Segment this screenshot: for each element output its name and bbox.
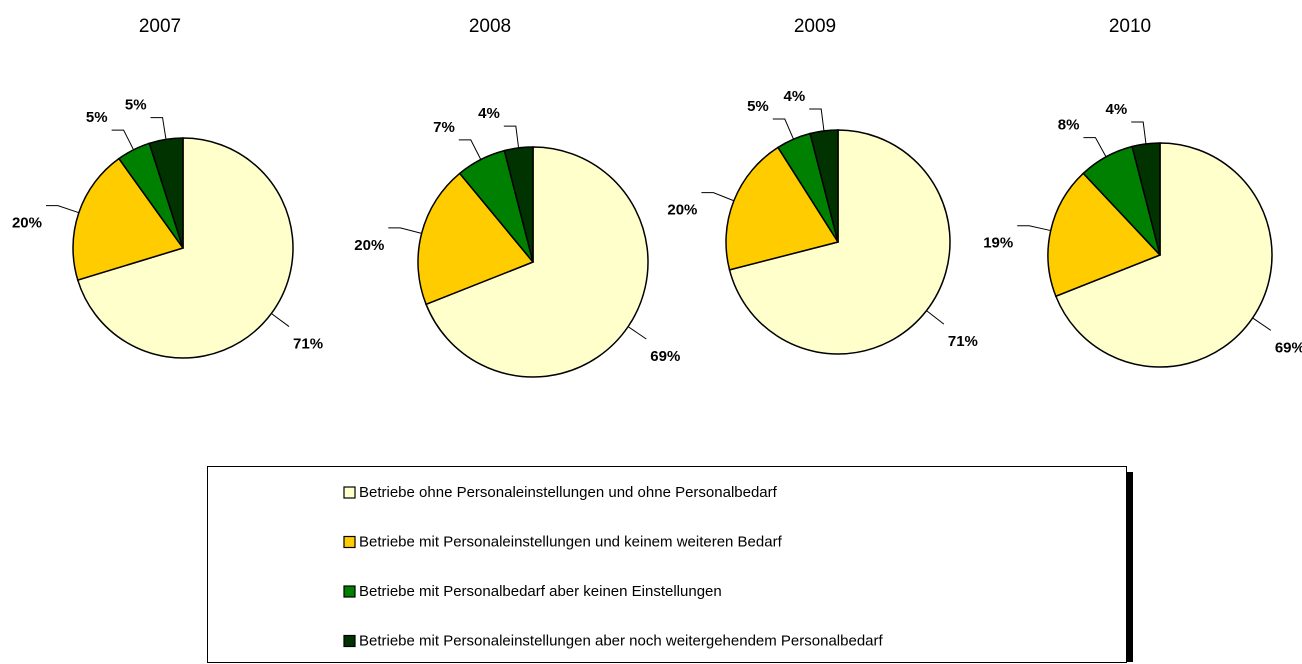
pie-slice <box>417 172 535 306</box>
value-label: 4% <box>478 105 500 122</box>
value-label: 20% <box>667 202 697 219</box>
leader-line <box>458 139 482 160</box>
value-label: 69% <box>1275 339 1302 356</box>
value-label: 20% <box>354 237 384 254</box>
legend-label: Betriebe ohne Personaleinstellungen und … <box>359 484 778 501</box>
pie-slice <box>728 129 951 355</box>
pie-slice <box>1054 142 1273 368</box>
legend-swatch <box>343 634 356 648</box>
leader-line <box>1017 225 1051 232</box>
value-label: 4% <box>1106 101 1128 118</box>
value-label: 71% <box>293 336 323 353</box>
pie-slice <box>1131 142 1161 256</box>
pie-title: 2008 <box>469 16 511 37</box>
leader-line <box>1083 137 1107 158</box>
value-label: 7% <box>433 119 455 136</box>
leader-line <box>271 313 290 327</box>
leader-line <box>503 125 520 148</box>
pie-slice <box>76 137 294 359</box>
leader-line <box>45 205 79 214</box>
value-label: 19% <box>983 235 1013 252</box>
leader-line <box>926 310 945 325</box>
leader-line <box>111 129 134 150</box>
leader-line <box>809 108 825 131</box>
pie-title: 2010 <box>1109 16 1151 37</box>
value-label: 71% <box>948 333 978 350</box>
value-label: 5% <box>747 98 769 115</box>
value-label: 20% <box>12 215 42 232</box>
legend-swatch <box>343 585 356 598</box>
leader-line <box>772 118 794 140</box>
leader-line <box>388 227 422 234</box>
value-label: 5% <box>86 109 108 126</box>
leader-line <box>1252 317 1272 331</box>
value-label: 5% <box>125 97 147 114</box>
value-label: 4% <box>784 88 806 105</box>
legend-label: Betriebe mit Personaleinstellungen aber … <box>359 632 883 649</box>
pie-title: 2007 <box>139 16 181 37</box>
pie-slice <box>503 146 534 263</box>
leader-line <box>1131 121 1147 144</box>
legend-shadow <box>1127 472 1133 662</box>
pie-slice <box>148 137 184 249</box>
legend-label: Betriebe mit Personaleinstellungen und k… <box>359 533 783 550</box>
legend-label: Betriebe mit Personalbedarf aber keinen … <box>359 583 722 600</box>
pie-title: 2009 <box>794 16 836 37</box>
legend-box <box>207 466 1127 663</box>
pie-slice <box>809 129 839 243</box>
leader-line <box>150 117 167 140</box>
leader-line <box>627 326 647 340</box>
legend-swatch <box>343 486 356 499</box>
leader-line <box>701 192 735 202</box>
value-label: 69% <box>650 348 680 365</box>
value-label: 8% <box>1058 117 1080 134</box>
legend-swatch <box>343 535 356 549</box>
